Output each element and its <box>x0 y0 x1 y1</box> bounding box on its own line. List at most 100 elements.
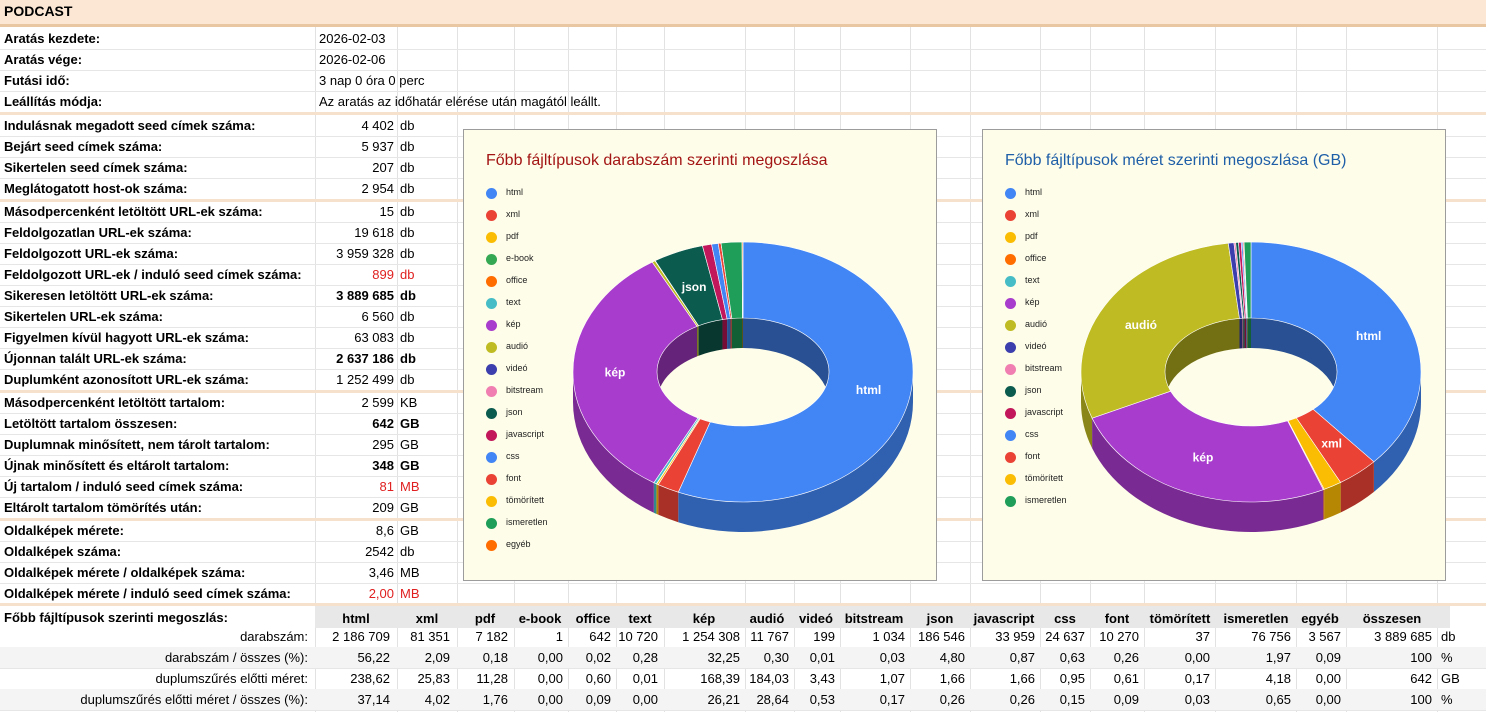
stat-value[interactable]: 2542 <box>365 544 394 559</box>
size-chart[interactable]: Főbb fájltípusok méret szerinti megoszlá… <box>982 129 1446 581</box>
stat-value[interactable]: 1 252 499 <box>336 372 394 387</box>
stat-value[interactable]: 19 618 <box>354 225 394 240</box>
table-cell[interactable]: 3 889 685 <box>1374 629 1432 644</box>
table-cell[interactable]: 0,03 <box>879 650 905 665</box>
table-cell[interactable]: 0,26 <box>1009 692 1035 707</box>
table-cell[interactable]: 0,26 <box>1113 650 1139 665</box>
table-cell[interactable]: 0,09 <box>1113 692 1139 707</box>
table-cell[interactable]: 4,02 <box>424 692 450 707</box>
count-chart[interactable]: Főbb fájltípusok darabszám szerinti mego… <box>463 129 937 581</box>
table-cell[interactable]: 1 254 308 <box>682 629 740 644</box>
table-cell[interactable]: 1,76 <box>482 692 508 707</box>
table-cell[interactable]: 0,28 <box>632 650 658 665</box>
table-cell[interactable]: 10 720 <box>618 629 658 644</box>
table-cell[interactable]: 26,21 <box>707 692 740 707</box>
table-cell[interactable]: 11,28 <box>476 671 508 686</box>
table-cell[interactable]: 0,02 <box>585 650 611 665</box>
table-cell[interactable]: 1 034 <box>872 629 905 644</box>
table-cell[interactable]: 0,00 <box>537 650 563 665</box>
table-cell[interactable]: 37,14 <box>357 692 390 707</box>
slice-kép[interactable] <box>1091 390 1324 503</box>
table-cell[interactable]: 0,03 <box>1184 692 1210 707</box>
stat-value[interactable]: 15 <box>379 204 394 219</box>
table-cell[interactable]: 238,62 <box>350 671 390 686</box>
stat-value[interactable]: 348 <box>372 458 394 473</box>
stat-value[interactable]: 3 959 328 <box>336 246 394 261</box>
table-cell[interactable]: 0,01 <box>809 650 835 665</box>
table-cell[interactable]: 0,53 <box>809 692 835 707</box>
table-cell[interactable]: 0,60 <box>585 671 611 686</box>
table-cell[interactable]: 0,18 <box>482 650 508 665</box>
stat-value[interactable]: 209 <box>372 500 394 515</box>
table-cell[interactable]: 1,66 <box>939 671 965 686</box>
table-cell[interactable]: 37 <box>1195 629 1210 644</box>
table-cell[interactable]: 0,65 <box>1265 692 1291 707</box>
table-cell[interactable]: 7 182 <box>475 629 508 644</box>
table-cell[interactable]: 0,09 <box>1315 650 1341 665</box>
table-cell[interactable]: 3,43 <box>809 671 835 686</box>
table-cell[interactable]: 2,09 <box>424 650 450 665</box>
table-cell[interactable]: 0,95 <box>1059 671 1085 686</box>
table-cell[interactable]: 1,66 <box>1009 671 1035 686</box>
table-cell[interactable]: 81 351 <box>410 629 450 644</box>
table-cell[interactable]: 28,64 <box>756 692 789 707</box>
stat-value[interactable]: 63 083 <box>354 330 394 345</box>
table-cell[interactable]: 642 <box>1410 671 1432 686</box>
table-cell[interactable]: 199 <box>813 629 835 644</box>
stat-value[interactable]: 899 <box>372 267 394 282</box>
table-cell[interactable]: 100 <box>1410 650 1432 665</box>
table-cell[interactable]: 32,25 <box>707 650 740 665</box>
table-cell[interactable]: 0,00 <box>1315 671 1341 686</box>
slice-html[interactable] <box>1250 241 1422 463</box>
table-cell[interactable]: 0,00 <box>537 692 563 707</box>
table-cell[interactable]: 0,00 <box>1184 650 1210 665</box>
stat-value[interactable]: 81 <box>379 479 394 494</box>
stat-value[interactable]: 2 954 <box>361 181 394 196</box>
table-cell[interactable]: 0,15 <box>1059 692 1085 707</box>
table-cell[interactable]: 0,26 <box>939 692 965 707</box>
table-cell[interactable]: 10 270 <box>1099 629 1139 644</box>
table-cell[interactable]: 0,63 <box>1059 650 1085 665</box>
table-cell[interactable]: 0,00 <box>632 692 658 707</box>
stat-value[interactable]: 642 <box>372 416 394 431</box>
table-cell[interactable]: 1 <box>555 629 563 644</box>
info-value[interactable]: Az aratás az időhatár elérése után magát… <box>319 94 601 109</box>
table-cell[interactable]: 2 186 709 <box>332 629 390 644</box>
slice-audió[interactable] <box>1080 242 1240 419</box>
table-cell[interactable]: 0,61 <box>1113 671 1139 686</box>
stat-value[interactable]: 295 <box>372 437 394 452</box>
slice-ismeretlen[interactable] <box>1243 241 1252 319</box>
table-cell[interactable]: 4,18 <box>1265 671 1291 686</box>
stat-value[interactable]: 5 937 <box>361 139 394 154</box>
stat-value[interactable]: 207 <box>372 160 394 175</box>
table-cell[interactable]: 1,97 <box>1265 650 1291 665</box>
slice-egyéb[interactable] <box>741 241 744 319</box>
table-cell[interactable]: 0,09 <box>585 692 611 707</box>
table-cell[interactable]: 76 756 <box>1251 629 1291 644</box>
slice-html[interactable] <box>677 241 914 503</box>
table-cell[interactable]: 4,80 <box>939 650 965 665</box>
table-cell[interactable]: 24 637 <box>1045 629 1085 644</box>
stat-value[interactable]: 8,6 <box>375 523 394 538</box>
table-cell[interactable]: 168,39 <box>700 671 740 686</box>
table-cell[interactable]: 56,22 <box>357 650 390 665</box>
table-cell[interactable]: 0,17 <box>1184 671 1210 686</box>
stat-value[interactable]: 2 599 <box>361 395 394 410</box>
table-cell[interactable]: 0,30 <box>763 650 789 665</box>
table-cell[interactable]: 0,01 <box>632 671 658 686</box>
table-cell[interactable]: 0,00 <box>537 671 563 686</box>
table-cell[interactable]: 25,83 <box>417 671 450 686</box>
stat-value[interactable]: 2,00 <box>368 586 394 601</box>
table-cell[interactable]: 11 767 <box>750 629 789 644</box>
table-cell[interactable]: 0,17 <box>879 692 905 707</box>
stat-value[interactable]: 4 402 <box>361 118 394 133</box>
slice-kép[interactable] <box>572 261 699 484</box>
table-cell[interactable]: 184,03 <box>749 671 789 686</box>
table-cell[interactable]: 1,07 <box>879 671 905 686</box>
stat-value[interactable]: 3,46 <box>368 565 394 580</box>
table-cell[interactable]: 0,87 <box>1009 650 1035 665</box>
table-cell[interactable]: 186 546 <box>918 629 965 644</box>
stat-value[interactable]: 3 889 685 <box>336 288 394 303</box>
stat-value[interactable]: 2 637 186 <box>336 351 394 366</box>
table-cell[interactable]: 33 959 <box>995 629 1035 644</box>
